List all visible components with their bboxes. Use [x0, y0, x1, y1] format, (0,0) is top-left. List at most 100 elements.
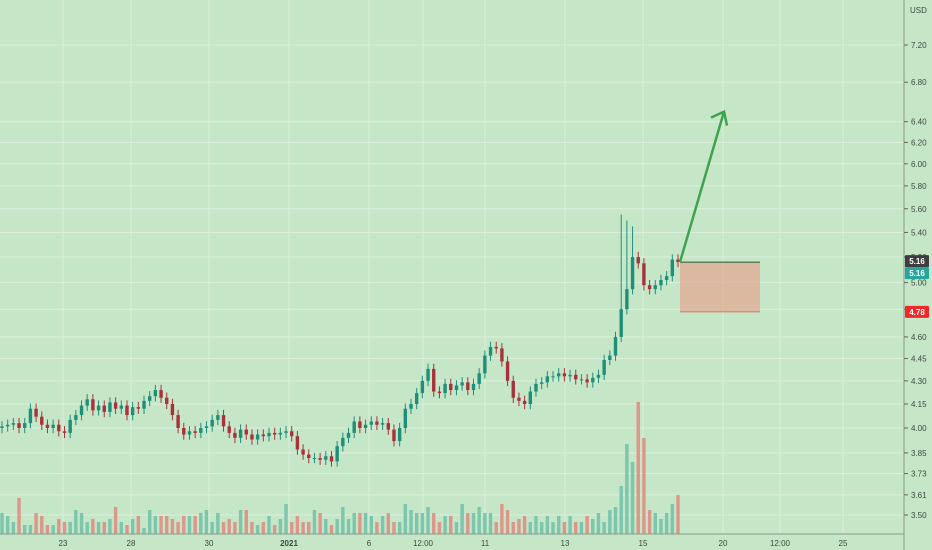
candle-body [96, 405, 101, 411]
candle-body [108, 402, 112, 412]
volume-bar [443, 516, 447, 534]
volume-bar [409, 510, 413, 534]
price-badge-label: 5.16 [909, 269, 925, 278]
volume-bar [613, 507, 618, 534]
price-tick-label: 3.61 [911, 491, 927, 500]
candle-body [676, 259, 680, 263]
candle-body [227, 426, 231, 433]
candle-body [471, 383, 476, 391]
candle-body [216, 415, 220, 420]
volume-bar [539, 522, 544, 534]
time-axis-background [0, 534, 904, 550]
volume-bar [238, 510, 243, 534]
volume-bar [267, 516, 271, 534]
projection-arrowhead [710, 109, 729, 126]
volume-bar [45, 525, 50, 534]
volume-bar [23, 525, 27, 534]
candle-body [233, 432, 237, 438]
volume-bar [397, 522, 402, 534]
volume-bar [113, 507, 118, 534]
candle-body [568, 374, 572, 377]
candle-body [500, 348, 504, 362]
volume-bar [17, 498, 21, 534]
candle-body [255, 434, 260, 440]
candle-body [437, 391, 442, 394]
candle-body [261, 434, 266, 437]
volume-bar [551, 522, 555, 534]
candle-body [176, 415, 180, 428]
price-badge-label: 4.78 [909, 308, 925, 317]
candle-body [341, 437, 345, 447]
volume-bar [579, 522, 584, 534]
candle-body [647, 285, 652, 290]
candle-body [45, 424, 50, 428]
time-axis: 23 28 30 2021 6 12:00 11 13 15 20 12:00 25 [59, 539, 848, 548]
candle-body [290, 431, 294, 437]
volume-bar [534, 516, 538, 534]
price-tick-label: 3.73 [911, 470, 927, 479]
volume-bar [85, 522, 89, 534]
candle-body [625, 289, 629, 310]
candle-body [426, 368, 430, 381]
volume-bar [574, 522, 578, 534]
volume-bar [352, 513, 356, 534]
candle-body [562, 373, 567, 377]
candle-body [102, 405, 106, 412]
price-badge [905, 305, 929, 318]
candle-body [91, 399, 95, 411]
candle-body [613, 336, 618, 356]
price-tick-label: 6.40 [911, 118, 927, 127]
volume-bar [79, 513, 84, 534]
volume-bar [204, 510, 209, 534]
candle-body [483, 355, 487, 374]
volume-bar [11, 522, 16, 534]
volume-bar [500, 504, 504, 534]
volume-bar [477, 507, 481, 534]
volume-bar [511, 522, 515, 534]
volume-bar [647, 510, 652, 534]
volume-bar [664, 513, 669, 534]
drawing-tools[interactable] [678, 109, 760, 313]
candle-body [375, 421, 379, 425]
volume-bar [346, 519, 351, 534]
candle-body [534, 383, 538, 392]
volume-bar [28, 525, 33, 534]
candle-body [210, 419, 214, 427]
volume-bar [369, 516, 373, 534]
volume-bar [505, 510, 510, 534]
candle-body [659, 279, 663, 286]
candle-body [142, 400, 146, 409]
volume-bar [341, 507, 345, 534]
volume-bar [227, 519, 231, 534]
candle-body [466, 382, 470, 391]
volume-bar [250, 522, 254, 534]
candle-body [494, 346, 498, 349]
volume-bar [301, 522, 305, 534]
volume-bar [454, 522, 459, 534]
stop-loss-zone [680, 262, 760, 312]
candle-body [358, 421, 362, 428]
volume-bar [170, 519, 175, 534]
candle-body [352, 421, 356, 433]
candle-body [193, 431, 197, 433]
candle-body [272, 432, 277, 435]
price-tick-label: 6.20 [911, 138, 927, 147]
time-tick-label: 28 [127, 539, 136, 548]
candle-body [539, 382, 544, 384]
volume-bar [233, 522, 237, 534]
volume-bar [494, 522, 498, 534]
volume-bar [414, 513, 419, 534]
volume-bar [420, 513, 425, 534]
volume-bar [290, 522, 294, 534]
price-tick-label: 3.85 [911, 449, 927, 458]
candle-body [335, 446, 339, 462]
volume-bar [619, 486, 623, 534]
volume-bar [466, 513, 470, 534]
price-tick-label: 6.80 [911, 78, 927, 87]
volume-bar [375, 522, 379, 534]
volume-bar [221, 522, 226, 534]
volume-bar [284, 504, 288, 534]
candle-body [85, 399, 89, 406]
volume-bar [165, 516, 169, 534]
